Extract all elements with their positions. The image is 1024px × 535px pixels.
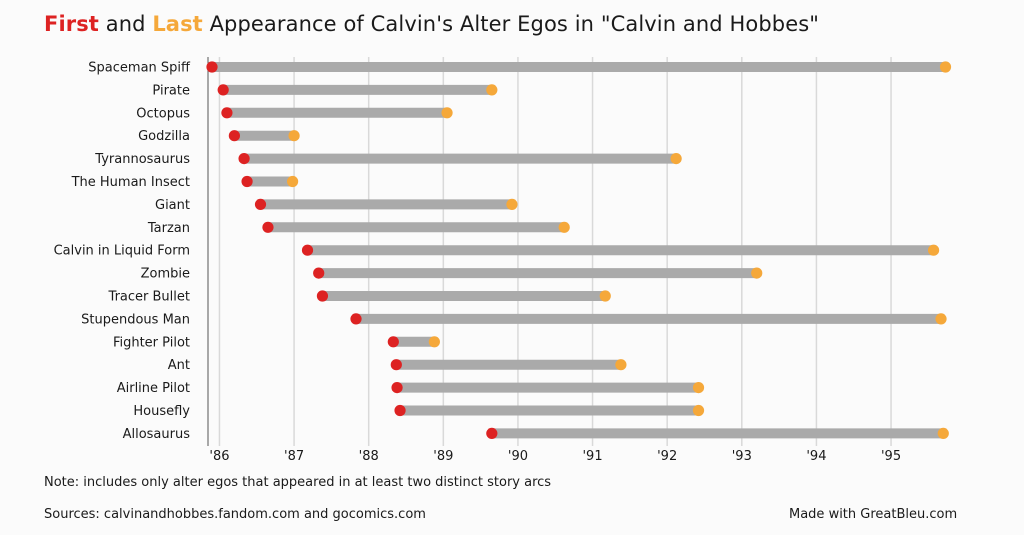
x-tick-label: '94 <box>806 449 826 464</box>
x-tick-label: '89 <box>433 449 453 464</box>
last-appearance-point <box>441 107 453 119</box>
x-tick-label: '91 <box>582 449 602 464</box>
category-label: Octopus <box>136 106 190 121</box>
category-label: Tracer Bullet <box>108 290 190 305</box>
category-label: Zombie <box>141 267 190 282</box>
first-appearance-point <box>221 107 233 119</box>
last-appearance-point <box>428 336 440 348</box>
category-label: Pirate <box>152 83 190 98</box>
first-appearance-point <box>394 404 406 417</box>
x-tick-label: '87 <box>284 449 304 464</box>
last-appearance-point <box>692 382 705 394</box>
category-label: Allosaurus <box>123 427 191 442</box>
first-appearance-point <box>262 221 274 233</box>
last-appearance-point <box>939 61 952 73</box>
last-appearance-point <box>506 198 518 210</box>
first-appearance-point <box>301 244 314 256</box>
last-appearance-point <box>288 130 300 142</box>
x-tick-label: '93 <box>732 449 752 464</box>
chart-note: Note: includes only alter egos that appe… <box>44 475 552 490</box>
x-tick-label: '86 <box>209 449 229 464</box>
category-label: Giant <box>155 198 190 213</box>
first-appearance-point <box>391 382 403 394</box>
last-appearance-point <box>615 359 627 371</box>
first-appearance-point <box>390 359 402 371</box>
last-appearance-point <box>937 427 949 439</box>
first-appearance-point <box>350 313 362 325</box>
first-appearance-point <box>254 198 267 210</box>
x-tick-label: '90 <box>508 449 528 464</box>
title-and: and <box>98 12 153 36</box>
title-last: Last <box>152 12 203 36</box>
first-appearance-point <box>316 290 329 302</box>
category-label: The Human Insect <box>71 175 190 190</box>
category-label: Spaceman Spiff <box>88 61 191 76</box>
title-first: First <box>44 12 99 36</box>
first-appearance-point <box>228 130 240 142</box>
first-appearance-point <box>486 427 498 439</box>
category-label: Tarzan <box>147 221 190 236</box>
chart-sources: Sources: calvinandhobbes.fandom.com and … <box>44 507 426 522</box>
last-appearance-point <box>599 290 611 302</box>
category-label: Calvin in Liquid Form <box>54 244 190 259</box>
first-appearance-point <box>313 267 325 279</box>
category-label: Tyrannosaurus <box>94 152 190 167</box>
last-appearance-point <box>558 221 570 233</box>
last-appearance-point <box>751 267 763 279</box>
range-chart: '86 '87 '88 '89 '90 '91 '92 '93 '94 '95 Spaceman S… <box>54 57 952 464</box>
category-label: Airline Pilot <box>117 381 190 396</box>
category-label: Stupendous Man <box>81 312 190 327</box>
first-appearance-point <box>241 175 253 188</box>
first-appearance-point <box>387 336 399 348</box>
last-appearance-point <box>927 244 940 256</box>
category-label: Housefly <box>133 404 190 419</box>
category-label: Ant <box>168 358 190 373</box>
last-appearance-point <box>286 175 299 188</box>
first-appearance-point <box>238 153 250 165</box>
last-appearance-point <box>670 153 682 165</box>
last-appearance-point <box>486 84 498 96</box>
category-label: Godzilla <box>138 129 190 144</box>
first-appearance-point <box>217 84 229 96</box>
first-appearance-point <box>206 61 218 73</box>
category-label: Fighter Pilot <box>113 335 190 350</box>
title-rest: Appearance of Calvin's Alter Egos in "Ca… <box>202 12 820 36</box>
x-tick-label: '92 <box>657 449 677 464</box>
x-tick-label: '95 <box>881 449 901 464</box>
chart-credit: Made with GreatBleu.com <box>789 507 958 522</box>
x-tick-label: '88 <box>359 449 379 464</box>
last-appearance-point <box>935 313 947 325</box>
chart-title: First and Last Appearance of Calvin's Al… <box>44 12 819 36</box>
last-appearance-point <box>692 404 705 417</box>
